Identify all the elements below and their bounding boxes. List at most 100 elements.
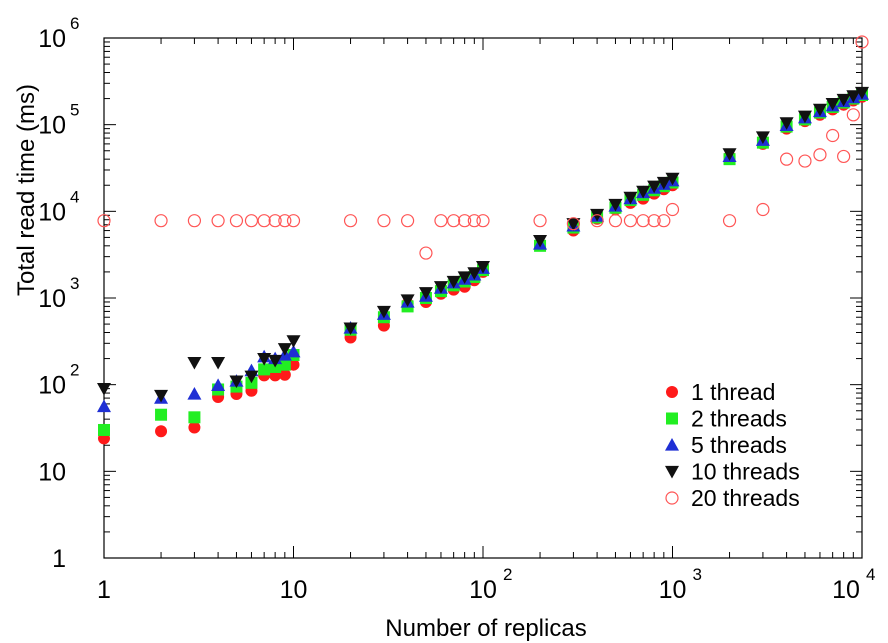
data-point [268, 354, 283, 368]
data-point [211, 214, 225, 228]
data-point [447, 214, 461, 228]
tick-label-base: 10 [38, 112, 66, 140]
tick-label-exponent: 2 [503, 565, 512, 584]
data-point [187, 387, 202, 400]
legend-marker [665, 491, 679, 505]
data-point [211, 378, 226, 392]
y-tick-label: 102 [38, 361, 79, 400]
data-point [665, 172, 680, 186]
data-point [258, 363, 271, 376]
data-point [756, 202, 770, 217]
data-point [433, 281, 448, 294]
data-point [825, 98, 840, 111]
x-tick-label: 10 4 [832, 565, 875, 604]
tick-label-base: 10 [38, 25, 66, 53]
data-point [636, 185, 651, 199]
data-point [837, 149, 851, 164]
data-point [229, 214, 244, 228]
data-point [623, 191, 638, 205]
series-4 [97, 86, 869, 403]
data-point [855, 35, 869, 49]
data-point [457, 271, 472, 284]
data-point [188, 411, 201, 424]
axis-ticks [103, 38, 862, 559]
y-tick-label: 105 [38, 101, 79, 140]
data-point [257, 352, 272, 366]
data-point [623, 214, 638, 228]
data-point [211, 356, 226, 370]
data-point [846, 90, 861, 103]
legend-item: 20 threads [665, 485, 800, 511]
data-point [533, 234, 548, 248]
data-point [755, 131, 770, 145]
data-point [467, 267, 482, 280]
data-point [97, 399, 111, 413]
data-point [187, 356, 202, 370]
data-point [434, 214, 448, 228]
data-point [286, 344, 301, 358]
data-point [97, 383, 111, 396]
data-point [798, 154, 812, 168]
data-point [155, 425, 168, 438]
data-point [779, 152, 794, 166]
y-axis-label: Total read time (ms) [13, 84, 40, 296]
data-point [476, 261, 490, 274]
data-point [836, 93, 851, 107]
data-point [400, 214, 415, 228]
data-point [244, 214, 259, 228]
legend-item: 2 threads [666, 406, 787, 432]
data-point [277, 343, 292, 356]
tick-label-base: 10 [832, 576, 860, 604]
data-point [855, 86, 869, 100]
tick-label-base: 10 [280, 576, 308, 604]
legend-item: 5 threads [665, 432, 787, 458]
data-point [533, 214, 547, 228]
data-point [343, 214, 358, 228]
legend-marker [665, 438, 679, 451]
legend-item: 10 threads [665, 459, 800, 485]
tick-label-base: 1 [97, 576, 111, 604]
data-point [244, 370, 259, 384]
x-tick-label: 10 3 [659, 565, 702, 604]
data-point [229, 375, 244, 389]
data-point [377, 214, 391, 228]
legend-label: 2 threads [691, 406, 787, 432]
data-point [278, 358, 291, 371]
legend-label: 20 threads [691, 485, 800, 511]
data-point [797, 110, 812, 124]
tick-label-base: 10 [38, 285, 66, 313]
data-point [98, 423, 110, 436]
data-point [343, 322, 358, 336]
tick-label-base: 10 [38, 372, 66, 400]
x-tick-labels: 1 10 10 2 10 3 10 4 [97, 565, 875, 604]
data-point [722, 148, 737, 161]
tick-label-base: 10 [469, 576, 497, 604]
tick-label-exponent: 4 [70, 187, 79, 206]
legend-marker [665, 465, 679, 479]
data-point [467, 214, 481, 228]
data-point [566, 217, 581, 231]
data-point [608, 214, 623, 228]
data-point [657, 214, 671, 228]
y-tick-label: 106 [38, 14, 79, 53]
tick-label-exponent: 2 [70, 361, 79, 380]
data-point [400, 294, 415, 307]
data-point [458, 214, 472, 228]
legend-marker [666, 412, 678, 425]
tick-label-exponent: 3 [693, 565, 702, 584]
data-point [665, 202, 680, 217]
data-point [268, 214, 282, 228]
data-point [97, 214, 111, 228]
data-point [647, 180, 662, 194]
tick-label-base: 10 [38, 198, 66, 226]
data-point [779, 117, 794, 130]
data-point [278, 214, 292, 228]
data-point [446, 275, 461, 289]
data-point [376, 305, 391, 319]
data-point [286, 335, 301, 348]
data-point [566, 218, 581, 231]
tick-label-exponent: 3 [70, 274, 79, 293]
